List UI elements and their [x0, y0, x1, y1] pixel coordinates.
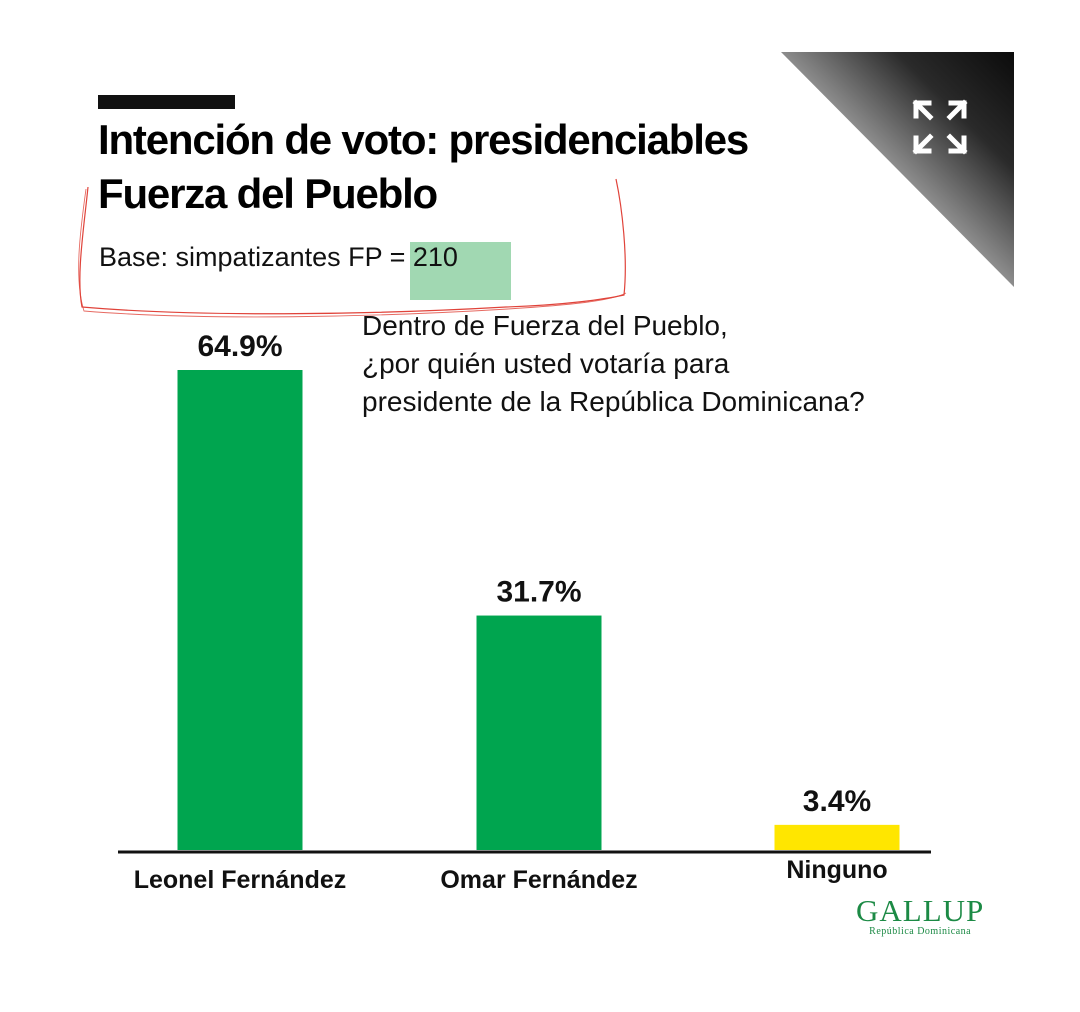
- question-line: ¿por quién usted votaría para: [362, 348, 730, 379]
- gallup-wordmark: GALLUP: [856, 893, 985, 928]
- bar-3: [774, 824, 900, 850]
- question-line: presidente de la República Dominicana?: [362, 386, 865, 417]
- value-label: 31.7%: [496, 576, 581, 609]
- value-label: 3.4%: [803, 785, 871, 818]
- question-line: Dentro de Fuerza del Pueblo,: [362, 310, 728, 341]
- bar-chart: 64.9% Leonel Fernández 31.7% Omar Fernández…: [118, 330, 931, 894]
- expand-icon[interactable]: [911, 98, 969, 156]
- chart-title-line-2: Fuerza del Pueblo: [98, 170, 438, 217]
- category-label: Omar Fernández: [440, 866, 637, 894]
- category-label: Leonel Fernández: [134, 866, 347, 894]
- red-annotation-outline: [78, 178, 627, 318]
- value-label: 64.9%: [197, 330, 282, 363]
- chart-subtitle: Base: simpatizantes FP = 210: [99, 242, 458, 272]
- gallup-logo: GALLUP República Dominicana: [856, 893, 985, 937]
- bar-1: [177, 370, 303, 850]
- chart-title-line-1: Intención de voto: presidenciables: [98, 116, 749, 163]
- bar-2: [476, 615, 602, 850]
- title-accent-bar: [98, 95, 235, 109]
- category-label: Ninguno: [786, 856, 887, 884]
- highlight-marker: [410, 242, 511, 300]
- infographic-card: Intención de voto: presidenciables Fuerz…: [46, 52, 1014, 958]
- survey-question: Dentro de Fuerza del Pueblo, ¿por quién …: [362, 307, 865, 421]
- gallup-subtitle: República Dominicana: [869, 926, 972, 937]
